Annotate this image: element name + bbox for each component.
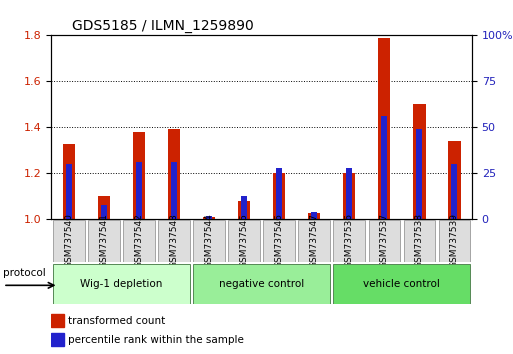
FancyBboxPatch shape	[263, 220, 295, 262]
Text: protocol: protocol	[3, 268, 46, 278]
Text: Wig-1 depletion: Wig-1 depletion	[80, 279, 163, 289]
Text: GSM737540: GSM737540	[64, 213, 73, 268]
Bar	[378, 38, 390, 219]
Text: GSM737547: GSM737547	[310, 213, 319, 268]
FancyBboxPatch shape	[123, 220, 155, 262]
FancyBboxPatch shape	[299, 220, 330, 262]
Text: transformed count: transformed count	[68, 316, 165, 326]
Text: percentile rank within the sample: percentile rank within the sample	[68, 335, 244, 345]
Bar	[66, 164, 72, 219]
Text: GSM737539: GSM737539	[450, 213, 459, 268]
Bar	[413, 104, 425, 219]
Bar	[136, 162, 142, 219]
Bar	[51, 333, 64, 346]
FancyBboxPatch shape	[53, 220, 85, 262]
Bar	[206, 216, 212, 219]
Bar	[276, 168, 282, 219]
Bar	[343, 173, 356, 219]
Text: GSM737543: GSM737543	[169, 213, 179, 268]
Text: GDS5185 / ILMN_1259890: GDS5185 / ILMN_1259890	[72, 19, 254, 33]
Bar	[308, 212, 320, 219]
Text: GSM737536: GSM737536	[345, 213, 354, 268]
Text: GSM737542: GSM737542	[134, 213, 144, 268]
Bar	[168, 129, 180, 219]
Bar	[241, 195, 247, 219]
Text: GSM737537: GSM737537	[380, 213, 389, 268]
Bar	[381, 116, 387, 219]
FancyBboxPatch shape	[88, 220, 120, 262]
Bar	[203, 217, 215, 219]
FancyBboxPatch shape	[439, 220, 470, 262]
Bar	[451, 164, 458, 219]
Bar	[98, 196, 110, 219]
Text: GSM737538: GSM737538	[415, 213, 424, 268]
FancyBboxPatch shape	[53, 264, 190, 304]
Bar	[273, 173, 285, 219]
Bar	[238, 201, 250, 219]
Bar	[51, 314, 64, 327]
FancyBboxPatch shape	[404, 220, 435, 262]
Text: GSM737545: GSM737545	[240, 213, 249, 268]
Bar	[311, 212, 317, 219]
Text: GSM737541: GSM737541	[100, 213, 108, 268]
Text: GSM737544: GSM737544	[205, 213, 213, 268]
FancyBboxPatch shape	[193, 220, 225, 262]
Bar	[63, 143, 75, 219]
Bar	[133, 132, 145, 219]
FancyBboxPatch shape	[368, 220, 400, 262]
FancyBboxPatch shape	[228, 220, 260, 262]
Text: negative control: negative control	[219, 279, 304, 289]
FancyBboxPatch shape	[158, 220, 190, 262]
Text: vehicle control: vehicle control	[363, 279, 440, 289]
Bar	[448, 141, 461, 219]
Bar	[101, 205, 107, 219]
Bar	[417, 129, 422, 219]
FancyBboxPatch shape	[193, 264, 330, 304]
Bar	[171, 162, 177, 219]
Text: GSM737546: GSM737546	[274, 213, 284, 268]
FancyBboxPatch shape	[333, 264, 470, 304]
FancyBboxPatch shape	[333, 220, 365, 262]
Bar	[346, 168, 352, 219]
